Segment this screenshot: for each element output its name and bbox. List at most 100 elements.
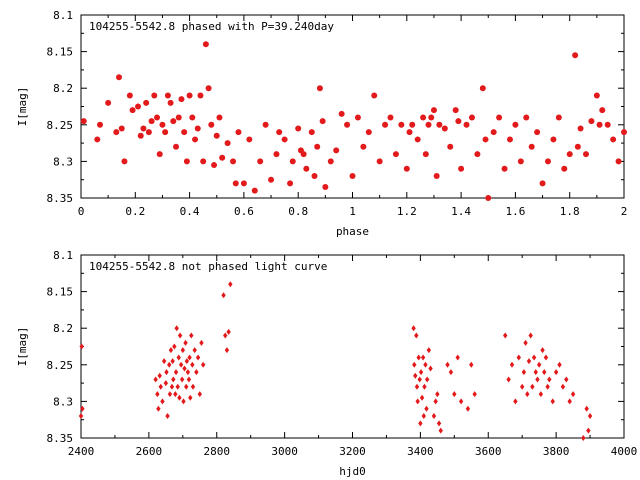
data-point [406, 129, 413, 136]
data-point [441, 125, 448, 132]
data-point [228, 281, 233, 288]
data-point [485, 195, 492, 201]
data-point [538, 391, 544, 398]
data-point [452, 107, 459, 114]
data-point [295, 125, 302, 132]
data-point [213, 132, 220, 139]
data-point [512, 121, 519, 128]
data-point [177, 332, 183, 339]
data-point [219, 154, 226, 161]
data-point [534, 129, 541, 136]
data-point [503, 332, 508, 339]
data-point [327, 158, 334, 165]
data-point [447, 143, 454, 150]
data-point [181, 398, 186, 405]
data-point [161, 358, 167, 365]
data-point [167, 99, 174, 106]
data-point [257, 158, 264, 165]
data-point [176, 354, 181, 361]
data-point [192, 347, 197, 354]
data-point [181, 129, 188, 136]
data-point [118, 125, 125, 132]
data-point [208, 121, 215, 128]
y-tick-label: 8.15 [47, 286, 74, 299]
data-point [496, 114, 503, 121]
data-point [155, 391, 160, 398]
data-point [262, 121, 269, 128]
data-point [187, 354, 192, 361]
data-point [94, 136, 101, 143]
data-point [412, 361, 417, 368]
data-point [564, 376, 569, 383]
data-point [226, 328, 231, 335]
data-point [544, 158, 551, 165]
x-tick-label: 2800 [204, 445, 231, 458]
x-axis-label: phase [336, 225, 369, 238]
data-point [163, 380, 169, 387]
data-point [126, 92, 133, 99]
data-point [422, 151, 429, 158]
data-point [525, 391, 530, 398]
data-point [230, 158, 237, 165]
data-point [526, 358, 532, 365]
data-point [516, 354, 521, 361]
data-point [173, 143, 180, 150]
data-point [539, 180, 546, 187]
data-point [360, 143, 367, 150]
data-point [458, 398, 464, 405]
data-point [420, 114, 427, 121]
data-point [186, 92, 193, 99]
data-point [501, 165, 508, 172]
data-point [545, 383, 550, 390]
data-point [535, 376, 540, 383]
data-point [479, 85, 486, 92]
data-point [474, 151, 481, 158]
data-point [308, 129, 315, 136]
data-point [523, 114, 530, 121]
data-point [316, 85, 323, 92]
data-point [151, 92, 158, 99]
data-point [523, 339, 528, 346]
data-point [417, 376, 422, 383]
data-point [202, 41, 209, 48]
data-point [338, 110, 345, 117]
data-point [135, 103, 142, 110]
data-point [276, 129, 283, 136]
data-point [349, 173, 356, 180]
x-tick-label: 0.6 [234, 205, 254, 218]
data-point [560, 383, 566, 390]
data-points [78, 281, 593, 441]
data-point [424, 405, 429, 412]
data-point [235, 129, 242, 136]
data-point [211, 162, 218, 169]
data-point [190, 361, 195, 368]
x-tick-label: 2600 [136, 445, 163, 458]
data-point [584, 405, 589, 412]
data-point [419, 394, 425, 401]
data-point [178, 96, 185, 103]
data-point [175, 114, 182, 121]
data-point [140, 125, 147, 132]
data-point [240, 180, 247, 187]
data-point [194, 369, 199, 376]
data-point [180, 347, 186, 354]
data-point [418, 420, 423, 427]
x-tick-label: 3400 [407, 445, 434, 458]
unphased-light-curve-panel: 104255-5542.8 not phased light curve I[m… [16, 249, 637, 478]
x-tick-label: 0 [78, 205, 85, 218]
data-point [472, 391, 477, 398]
phased-light-curve-panel: 104255-5542.8 phased with P=39.240day I[… [16, 9, 627, 238]
data-point [519, 383, 525, 390]
data-point [190, 383, 196, 390]
x-tick-label: 1.4 [451, 205, 471, 218]
x-tick-label: 4000 [611, 445, 638, 458]
data-point [246, 136, 253, 143]
data-point [97, 121, 104, 128]
data-point [566, 151, 573, 158]
data-point [528, 332, 533, 339]
data-point [156, 405, 161, 412]
x-tick-label: 0.4 [180, 205, 200, 218]
data-point [154, 114, 161, 121]
data-point [170, 118, 177, 125]
